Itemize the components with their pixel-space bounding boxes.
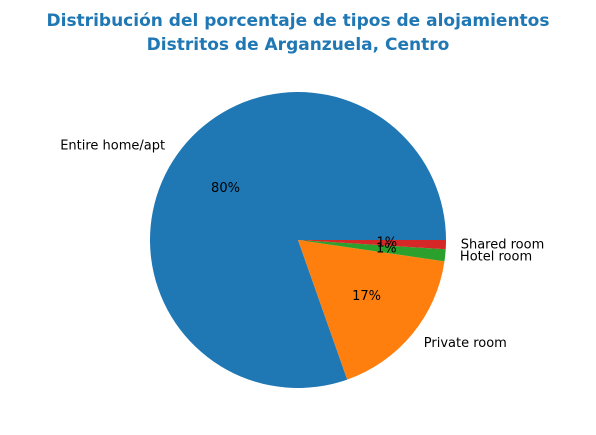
pie-category-label-private-room: Private room — [424, 336, 507, 351]
pie-percent-label-shared-room: 1% — [376, 235, 397, 250]
pie-percent-label-private-room: 17% — [352, 289, 381, 304]
pie-percent-labels: 80% 17% 1%1% — [211, 181, 397, 304]
pie-slice-shared-room — [298, 240, 446, 250]
chart-title-line-2: Distritos de Arganzuela, Centro — [147, 35, 450, 55]
pie-category-label-hotel-room: Hotel room — [460, 249, 532, 264]
pie-category-label-shared-room: Shared room — [461, 238, 545, 253]
pie-percent-label-entire-home-apt: 80% — [211, 181, 240, 196]
pie-slices — [150, 91, 446, 388]
pie-category-labels: Entire home/apt Private room Hotel roomSha… — [60, 138, 544, 350]
pie-slice-entire-home-apt — [150, 91, 446, 388]
pie-slice-hotel-room — [298, 240, 446, 262]
pie-percent-label-hotel-room: 1% — [376, 242, 397, 257]
pie-category-label-entire-home-apt: Entire home/apt — [60, 138, 165, 153]
pie-slice-private-room — [298, 240, 445, 380]
chart-title-line-1: Distribución del porcentaje de tipos de … — [47, 11, 550, 31]
